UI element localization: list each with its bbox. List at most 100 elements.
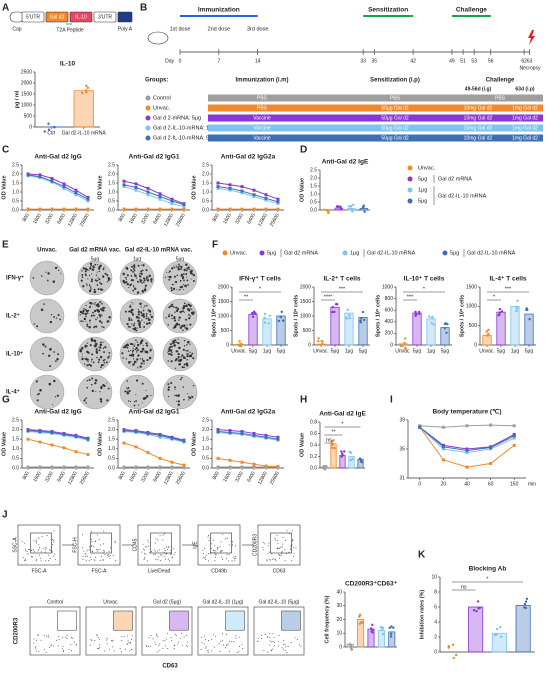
point bbox=[122, 179, 126, 183]
x-tick-label: 60 bbox=[488, 481, 494, 487]
spot bbox=[84, 270, 87, 273]
flow-axis-label: CD63 bbox=[162, 664, 178, 670]
event bbox=[24, 542, 26, 544]
spot bbox=[96, 350, 98, 352]
event bbox=[276, 534, 278, 536]
event bbox=[31, 550, 33, 552]
bar bbox=[357, 619, 365, 648]
spot bbox=[133, 345, 136, 347]
replicate-dot bbox=[325, 464, 328, 468]
event bbox=[85, 559, 87, 561]
spot bbox=[144, 305, 146, 307]
event bbox=[126, 643, 128, 645]
spot bbox=[139, 365, 141, 368]
spot bbox=[174, 339, 177, 342]
spot bbox=[135, 394, 137, 396]
group-cell: Vaccine bbox=[253, 125, 271, 131]
spot bbox=[135, 346, 138, 350]
legend-group: Gal d2 mRNA bbox=[284, 250, 318, 256]
event bbox=[266, 636, 268, 638]
event bbox=[159, 549, 161, 551]
event bbox=[282, 536, 284, 538]
spot bbox=[178, 323, 181, 326]
spot bbox=[53, 379, 56, 383]
spot bbox=[56, 394, 60, 397]
flow-axis-label: FSC-A bbox=[92, 568, 108, 574]
spot bbox=[173, 266, 176, 269]
series-line bbox=[123, 431, 185, 443]
event bbox=[267, 552, 269, 554]
well bbox=[29, 260, 65, 296]
point bbox=[62, 465, 66, 469]
event bbox=[167, 548, 169, 550]
spot bbox=[57, 353, 59, 356]
spot bbox=[186, 355, 189, 358]
series-line bbox=[27, 173, 89, 198]
y-axis-label: OD Value bbox=[1, 432, 7, 456]
y-tick-label: 0.0 bbox=[12, 465, 19, 471]
spot bbox=[85, 345, 88, 348]
gate bbox=[150, 532, 172, 554]
series-line bbox=[123, 186, 185, 207]
flow-axis-label: SSC-A bbox=[12, 537, 18, 553]
replicate-dot bbox=[371, 628, 374, 632]
point bbox=[74, 450, 78, 454]
event bbox=[163, 556, 165, 558]
construct-label: Cap bbox=[12, 26, 21, 32]
y-axis-label: OD Value bbox=[1, 175, 7, 199]
spot bbox=[33, 323, 36, 325]
replicate-dot bbox=[331, 310, 334, 314]
spot bbox=[91, 338, 94, 341]
point bbox=[264, 193, 268, 197]
series-line bbox=[217, 186, 279, 203]
spot bbox=[104, 346, 107, 349]
event bbox=[274, 539, 276, 541]
spot bbox=[136, 343, 140, 347]
spot bbox=[82, 312, 84, 314]
event bbox=[57, 645, 59, 647]
point bbox=[264, 464, 268, 468]
spot bbox=[188, 354, 192, 358]
spot bbox=[124, 310, 127, 313]
spot bbox=[145, 342, 148, 345]
point bbox=[134, 188, 138, 192]
flow-axis-label: FSC-H bbox=[72, 537, 78, 553]
spot bbox=[136, 280, 139, 283]
replicate-dot bbox=[454, 653, 458, 657]
spot bbox=[92, 311, 94, 314]
legend-label: 5μg bbox=[418, 198, 427, 204]
event bbox=[119, 648, 121, 650]
spot bbox=[90, 280, 93, 283]
event bbox=[281, 546, 283, 548]
point bbox=[86, 437, 90, 441]
event bbox=[100, 556, 102, 558]
event bbox=[273, 642, 275, 644]
x-tick-label: 800 bbox=[22, 470, 31, 480]
event bbox=[171, 553, 173, 555]
flow-group-label: Control bbox=[47, 599, 63, 605]
replicate-dot bbox=[263, 316, 266, 320]
event bbox=[131, 648, 133, 650]
event bbox=[87, 549, 89, 551]
point bbox=[38, 175, 42, 179]
point bbox=[170, 199, 174, 203]
spot bbox=[142, 397, 146, 400]
event bbox=[104, 554, 106, 556]
spot bbox=[97, 288, 100, 291]
y-tick-label: 1000 bbox=[21, 102, 32, 108]
replicate-dot bbox=[323, 208, 326, 211]
panel-letter: I bbox=[390, 395, 393, 406]
replicate-dot bbox=[498, 307, 502, 311]
spot bbox=[182, 273, 185, 275]
event bbox=[109, 558, 111, 560]
bar bbox=[348, 456, 355, 469]
spot bbox=[190, 272, 193, 275]
spot bbox=[126, 380, 129, 382]
event bbox=[212, 634, 214, 636]
spot bbox=[53, 351, 56, 353]
event bbox=[51, 644, 53, 646]
event bbox=[111, 640, 113, 642]
point bbox=[122, 183, 126, 187]
event bbox=[44, 549, 46, 551]
event bbox=[47, 634, 49, 636]
